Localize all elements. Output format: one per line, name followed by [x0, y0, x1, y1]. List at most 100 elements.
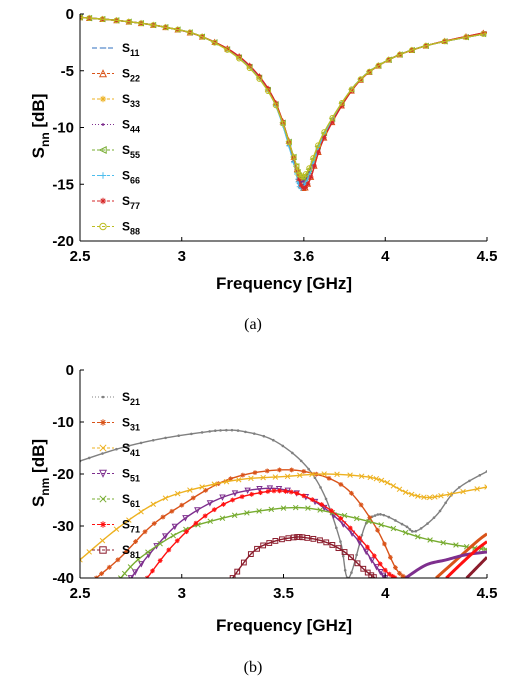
- series-marker-s21: [230, 428, 234, 432]
- legend-label-base: S: [122, 390, 130, 404]
- legend-label-base: S: [122, 543, 130, 557]
- series-marker-s41: [415, 493, 421, 499]
- series-marker-s21: [115, 447, 118, 451]
- series-marker-s88: [138, 20, 144, 27]
- series-marker-s41: [402, 489, 409, 495]
- legend-label-base: S: [122, 220, 130, 234]
- legend-label-sub: 33: [130, 99, 140, 109]
- series-marker-s81: [266, 540, 273, 546]
- series-marker-s41: [284, 473, 291, 480]
- legend-item-s11: S11: [92, 41, 140, 58]
- series-marker-s77: [305, 181, 311, 187]
- series-marker-s31: [115, 557, 121, 563]
- series-marker-s41: [150, 501, 157, 507]
- series-marker-s51: [377, 569, 384, 576]
- series-marker-s21: [200, 431, 204, 434]
- edge-series-line: [465, 556, 487, 578]
- panel-a-y-axis-label-sub: nn: [38, 132, 52, 147]
- series-marker-s31: [397, 570, 402, 576]
- legend-label-base: S: [122, 194, 130, 208]
- series-marker-s31: [289, 467, 295, 473]
- series-marker-s88: [480, 31, 487, 37]
- legend-item-s81: S81: [92, 543, 140, 560]
- series-marker-s41: [211, 481, 218, 487]
- series-marker-s88: [211, 39, 218, 46]
- legend-label-base: S: [122, 467, 130, 481]
- legend-marker: [99, 172, 107, 179]
- x-tick-label: 4.5: [477, 248, 498, 265]
- series-marker-s41: [99, 537, 106, 544]
- edge-series-3: [465, 556, 487, 578]
- series-marker-s81: [290, 534, 297, 541]
- series-marker-s41: [421, 494, 427, 500]
- x-tick-label: 3.5: [273, 585, 294, 602]
- series-marker-s71: [184, 529, 189, 535]
- series-marker-s41: [187, 487, 193, 493]
- series-marker-s88: [315, 142, 321, 149]
- series-marker-s21: [457, 486, 461, 489]
- plot-clip-group: [80, 13, 487, 191]
- series-marker-s21: [343, 569, 347, 572]
- series-line-s51: [130, 487, 386, 578]
- series-s71: [144, 488, 398, 578]
- legend-label-sub: 81: [130, 550, 140, 560]
- legend-label-sub: 66: [130, 176, 140, 186]
- series-marker-s21: [387, 515, 391, 519]
- legend-marker: [101, 123, 105, 126]
- series-marker-s61: [341, 512, 348, 519]
- series-marker-s88: [366, 68, 373, 75]
- panel-b-axes: 2.5 3 3.5 4 4.5 0 -10 -20 -30 -40: [52, 362, 497, 602]
- legend-item-s22: S22: [92, 67, 140, 84]
- series-marker-s88: [256, 76, 263, 82]
- series-marker-s61: [244, 510, 250, 516]
- legend-marker: [101, 395, 105, 399]
- y-tick-label: -10: [52, 414, 74, 431]
- y-tick-label: -10: [52, 120, 74, 137]
- series-marker-s51: [194, 507, 201, 514]
- legend-item-s21: S21: [92, 390, 140, 407]
- legend-marker: [99, 95, 107, 103]
- series-marker-s71: [211, 507, 217, 513]
- series-marker-s21: [355, 553, 358, 557]
- edge-series-2: [445, 540, 487, 578]
- legend-label: S41: [122, 441, 140, 458]
- series-marker-s61: [354, 515, 360, 522]
- series-marker-s88: [162, 24, 169, 31]
- series-marker-s21: [410, 530, 414, 533]
- legend-item-s33: S33: [92, 92, 140, 109]
- series-marker-s88: [396, 51, 403, 58]
- legend-label: S77: [122, 194, 140, 211]
- legend-label: S11: [122, 41, 140, 58]
- series-marker-s21: [213, 429, 217, 433]
- series-marker-s88: [348, 86, 355, 93]
- legend-label: S22: [122, 67, 140, 84]
- series-marker-s61: [135, 556, 141, 563]
- legend-marker: [99, 197, 107, 205]
- panel-b-y-axis-label-base: S: [29, 496, 48, 507]
- series-marker-s21: [324, 497, 328, 501]
- series-marker-s71: [193, 520, 199, 526]
- series-marker-s21: [244, 430, 247, 434]
- series-marker-s31: [93, 575, 99, 578]
- legend-label-sub: 61: [130, 499, 140, 509]
- legend-label: S31: [122, 416, 140, 433]
- series-marker-s88: [441, 38, 448, 45]
- legend-label-sub: 51: [130, 474, 140, 484]
- series-s81: [229, 534, 377, 578]
- series-marker-s51: [219, 494, 226, 501]
- legend-item-s55: S55: [92, 143, 140, 160]
- edge-series-1: [404, 550, 487, 578]
- series-marker-s61: [440, 539, 446, 546]
- legend-label-base: S: [122, 41, 130, 55]
- legend-label-sub: 55: [130, 150, 140, 160]
- series-marker-s88: [199, 33, 206, 40]
- legend-label-sub: 77: [130, 201, 140, 211]
- series-marker-s88: [310, 155, 317, 161]
- series-marker-s61: [127, 564, 134, 570]
- panel-a-x-axis-label: Frequency [GHz]: [216, 274, 352, 293]
- series-marker-s31: [190, 495, 196, 501]
- series-s41: [80, 471, 487, 563]
- series-marker-s88: [423, 42, 429, 49]
- series-marker-s31: [349, 490, 354, 496]
- series-marker-s31: [264, 468, 270, 474]
